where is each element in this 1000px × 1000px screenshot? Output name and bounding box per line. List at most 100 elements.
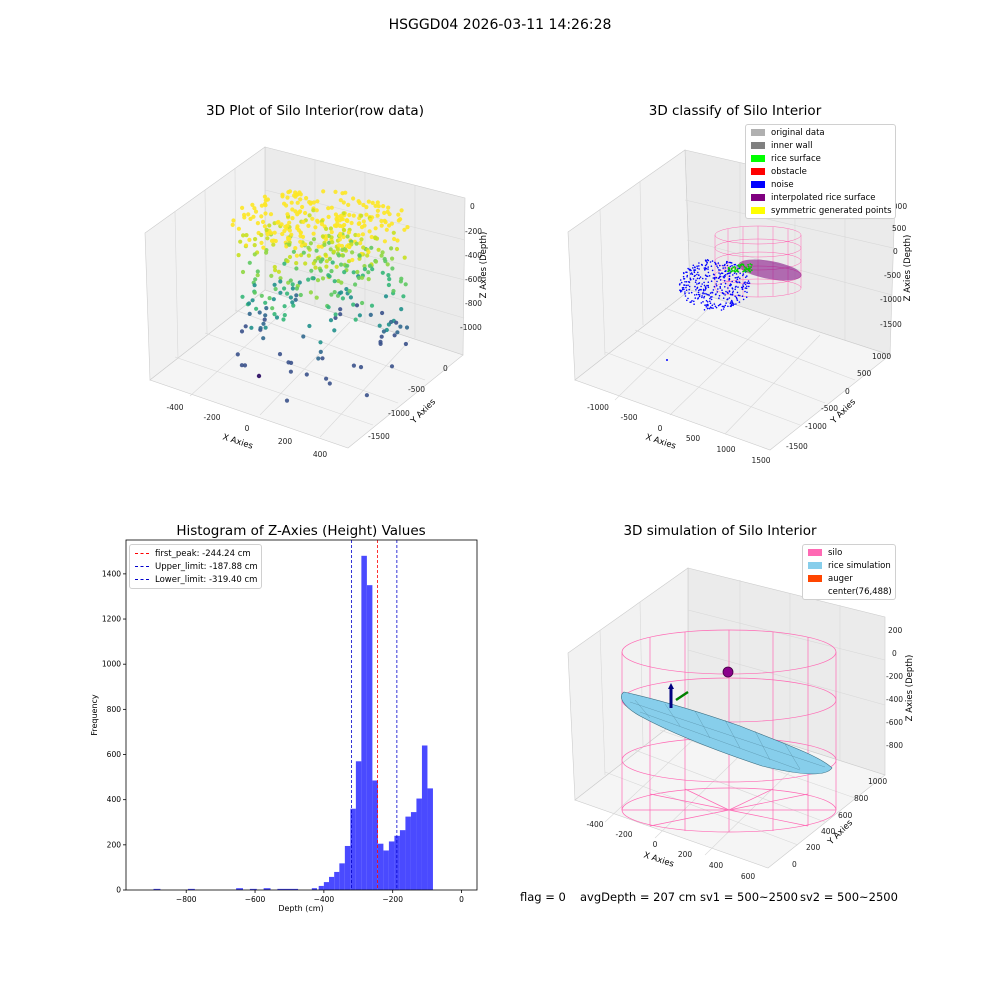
panel1-point-381 [290,207,295,212]
panel2-noise-point-159 [707,259,710,262]
panel2-noise-point-202 [743,282,745,284]
panel1-point-46 [382,239,387,244]
panel2-rice-point-41 [743,266,746,268]
panel2-noise-point-40 [733,303,735,306]
panel2-noise-point-306 [694,281,697,284]
panel2-noise-point-255 [691,273,694,276]
panel1-point-421 [364,205,369,210]
histogram-bar-11 [339,863,345,890]
panel1-point-188 [311,237,317,242]
panel1-point-250 [381,329,386,334]
panel1-point-467 [290,300,295,305]
panel1-point-43 [324,259,329,264]
p3-legend-label-2: Lower_limit: -319.40 cm [155,574,258,585]
panel2-noise-point-196 [705,260,707,262]
p4-ytick-5: 0 [792,860,797,869]
panel1-point-390 [287,228,292,233]
panel1-point-138 [265,236,270,241]
panel1-point-408 [361,202,366,208]
panel2-noise-point-161 [722,308,725,310]
panel1-point-270 [337,218,342,223]
histogram-bar-4 [263,888,271,890]
panel2-noise-point-325 [686,274,689,277]
panel2-noise-point-333 [684,281,686,283]
panel2-rice-point-56 [733,270,736,272]
panel1-point-85 [386,282,391,288]
panel2-rice-point-19 [742,270,744,273]
panel2-noise-point-347 [728,275,731,277]
panel1-point-134 [252,283,257,288]
panel1-point-427 [324,237,329,242]
panel1-point-216 [369,303,375,308]
panel2-noise-point-345 [741,288,744,291]
p4-legend-center: center(76,488) [803,585,895,598]
p3-legend-line-1 [135,566,149,567]
p2-legend-swatch-2 [751,155,765,162]
panel1-point-412 [332,279,337,284]
panel1-point-484 [332,290,337,295]
panel2-noise-point-147 [709,261,712,263]
panel2-noise-point-322 [705,287,707,290]
panel1-point-109 [369,234,374,240]
panel1-point-12 [274,315,280,320]
panel1-point-169 [355,269,360,275]
panel2-noise-point-144 [688,292,690,294]
panel1-point-411 [272,264,277,270]
panel1-point-65 [324,264,329,269]
p2-legend-symmetric: symmetric generated points [746,204,895,217]
panel2-noise-point-182 [699,288,701,291]
panel2-noise-point-357 [703,309,706,311]
p1-ztick-2: -400 [465,251,482,260]
panel1-point-504 [338,198,343,203]
panel1-point-453 [252,252,257,257]
panel1-point-136 [329,205,334,210]
panel2-noise-point-145 [742,285,745,288]
panel2-rice-point-24 [737,264,740,267]
panel2-noise-point-284 [715,293,717,295]
panel1-point-186 [345,234,350,239]
p4-legend-rice: rice simulation [803,559,895,572]
panel1-point-376 [289,232,294,237]
panel2-noise-point-260 [684,295,687,297]
panel1-point-409 [259,203,264,208]
panel1-point-151 [290,286,295,291]
panel1-point-7 [328,226,333,231]
panel4-center-marker [675,690,689,702]
panel2-noise-point-365 [724,275,726,278]
histogram-bar-9 [329,876,335,890]
histogram-bar-6 [311,888,317,890]
panel2-noise-point-268 [736,278,739,281]
panel1-point-344 [288,295,293,300]
panel2-noise-point-303 [709,292,712,294]
panel1-point-209 [366,249,371,255]
panel1-point-341 [385,262,390,267]
panel2-noise-cloud [678,259,751,311]
panel1-point-127 [376,204,381,209]
panel2-noise-point-38 [726,264,729,267]
p3-legend-line-2 [135,579,149,580]
panel1-point-305 [327,256,332,261]
p2-legend-label-2: rice surface [771,153,821,164]
panel2-rice-point-38 [727,270,729,273]
panel1-point-436 [389,364,395,369]
panel2-noise-point-233 [720,283,722,285]
histogram-bar-3 [249,888,257,890]
panel2-noise-point-363 [710,296,712,298]
panel1-point-333 [298,197,303,202]
panel1-point-296 [389,246,394,251]
histogram-ytick-label-3: 600 [107,750,122,759]
status-flag: flag = 0 [520,890,566,904]
panel2-noise-point-65 [688,268,690,271]
panel1-point-50 [318,349,323,354]
panel2-noise-point-62 [736,291,739,294]
panel1-point-493 [267,223,272,228]
panel2-rice-point-48 [750,269,753,272]
panel1-point-458 [394,320,399,325]
panel1-point-102 [282,286,287,291]
panel1-point-503 [313,265,318,270]
p2-legend-swatch-0 [751,129,765,136]
panel1-point-471 [326,206,331,211]
panel2-rice-point-53 [742,264,745,266]
panel1-point-225 [350,257,355,263]
panel1-point-451 [332,328,337,333]
